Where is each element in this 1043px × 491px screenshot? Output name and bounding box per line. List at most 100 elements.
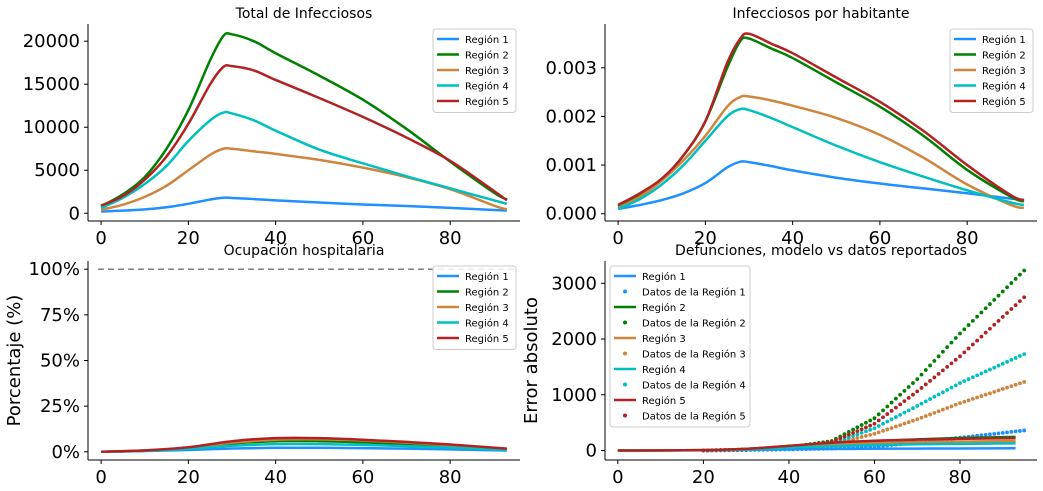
legend-label: Región 1 — [642, 271, 686, 283]
data-point — [953, 402, 958, 407]
data-point — [1005, 359, 1009, 364]
y-tick-label: 0.003 — [545, 58, 597, 79]
data-point — [1017, 272, 1022, 277]
data-point — [898, 412, 903, 417]
legend-label: Región 1 — [465, 271, 509, 283]
legend: Región 1 Región 2 Región 3 Región 4 Región 5 — [949, 28, 1034, 113]
data-point — [979, 310, 984, 315]
data-point — [885, 412, 890, 416]
data-point — [915, 417, 920, 422]
y-tick-label: 0.001 — [545, 155, 597, 176]
data-point — [975, 395, 980, 400]
data-point — [906, 408, 911, 413]
legend-label: Región 5 — [642, 395, 686, 407]
data-point — [915, 389, 920, 394]
data-point — [838, 436, 843, 441]
y-tick-label: 20000 — [23, 31, 80, 52]
data-point — [958, 354, 962, 359]
data-point — [996, 318, 1001, 323]
data-point — [919, 401, 924, 406]
data-point — [1005, 311, 1009, 315]
legend-label: Región 3 — [465, 65, 509, 77]
data-point — [988, 367, 992, 372]
data-point — [855, 432, 860, 437]
legend-label: Datos de la Región 2 — [642, 318, 746, 330]
data-point — [966, 398, 971, 403]
data-point — [941, 349, 945, 354]
legend-label: Región 4 — [642, 364, 686, 376]
series-line-region-5 — [617, 437, 1016, 452]
data-point — [958, 331, 962, 336]
data-point — [868, 427, 873, 432]
data-point — [898, 423, 903, 428]
data-point — [932, 410, 937, 415]
data-point — [992, 365, 997, 370]
data-point — [842, 434, 847, 439]
data-point — [923, 399, 928, 404]
y-tick-label: 75% — [40, 305, 80, 326]
legend-label: Región 3 — [982, 65, 1026, 77]
legend: Región 1 Datos de la Región 1 Región 2 Dato… — [609, 265, 751, 428]
data-point — [1013, 303, 1018, 308]
x-tick-label: 20 — [177, 467, 200, 488]
x-tick-label: 40 — [264, 228, 287, 249]
data-point — [919, 415, 924, 420]
data-point — [953, 357, 958, 362]
x-tick-label: 0 — [612, 228, 623, 249]
y-tick-label: 25% — [40, 396, 80, 417]
y-tick-label: 15000 — [23, 74, 80, 95]
data-point — [936, 409, 941, 414]
chart-title: Infecciosos por habitante — [733, 6, 910, 22]
data-point — [1017, 429, 1022, 433]
data-point — [979, 433, 984, 438]
data-point — [1009, 357, 1014, 362]
chart-title: Ocupación hospitalaria — [224, 243, 385, 259]
data-point — [945, 364, 950, 369]
data-point — [872, 431, 877, 436]
data-point — [962, 379, 967, 384]
legend-label: Región 3 — [465, 302, 509, 314]
chart-panel-1: Total de Infecciosos 0 20 40 60 80 0 5000 10000 1… — [23, 6, 520, 249]
data-point — [881, 429, 885, 433]
data-point — [1017, 299, 1022, 304]
data-point — [949, 340, 954, 345]
legend: Región 1 Región 2 Región 3 Región 4 Región 5 — [432, 265, 517, 350]
data-point — [962, 399, 967, 404]
legend-label: Datos de la Región 3 — [642, 349, 746, 361]
data-point — [983, 306, 988, 311]
legend-frame — [609, 265, 751, 428]
data-point — [962, 350, 967, 355]
data-point — [881, 415, 885, 420]
data-point — [1005, 285, 1009, 290]
legend-label: Región 5 — [465, 96, 509, 108]
y-axis-label: Porcentaje (%) — [4, 295, 25, 427]
y-tick-label: 10000 — [23, 117, 80, 138]
data-point — [996, 431, 1001, 436]
data-point — [915, 404, 920, 408]
legend-dot-swatch — [623, 382, 627, 387]
data-point — [915, 377, 920, 382]
x-tick-label: 20 — [694, 228, 717, 249]
data-point — [953, 383, 958, 388]
data-point — [855, 425, 860, 430]
data-point — [885, 404, 890, 409]
data-point — [893, 415, 898, 419]
data-point — [911, 381, 915, 385]
data-point — [945, 406, 950, 410]
data-point — [983, 369, 988, 374]
data-point — [928, 379, 932, 383]
x-tick-label: 20 — [177, 228, 200, 249]
data-point — [876, 418, 881, 423]
data-point — [966, 323, 971, 327]
data-point — [1022, 380, 1027, 384]
data-point — [983, 432, 988, 437]
legend-dot-swatch — [623, 320, 627, 325]
data-point — [958, 381, 962, 385]
chart-title: Defunciones, modelo vs datos reportados — [675, 243, 967, 259]
data-point — [911, 406, 915, 411]
data-point — [868, 423, 873, 428]
data-point — [923, 414, 928, 418]
legend-label: Región 4 — [465, 318, 509, 330]
data-point — [902, 410, 907, 415]
series-line-region-4 — [617, 107, 1025, 210]
